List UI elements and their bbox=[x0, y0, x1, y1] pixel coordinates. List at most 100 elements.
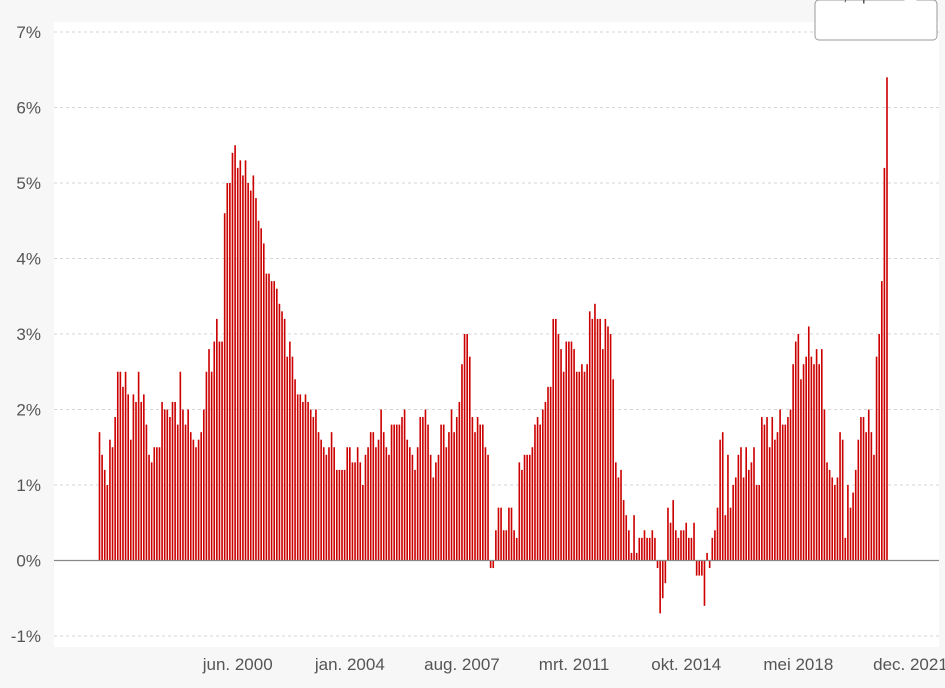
bar bbox=[630, 552, 633, 561]
bar bbox=[218, 341, 221, 561]
bar bbox=[145, 424, 148, 561]
tooltip-box bbox=[814, 0, 938, 41]
bar bbox=[106, 485, 109, 561]
bar bbox=[341, 469, 343, 561]
bar bbox=[570, 341, 573, 561]
x-tick-label: aug. 2007 bbox=[424, 655, 500, 674]
x-tick-label: mei 2018 bbox=[763, 655, 833, 674]
bar bbox=[440, 424, 442, 561]
bar bbox=[203, 409, 205, 561]
bar bbox=[526, 454, 528, 561]
bar bbox=[328, 447, 330, 561]
bar bbox=[479, 424, 482, 561]
bar bbox=[568, 341, 570, 561]
bar bbox=[685, 522, 688, 561]
bar bbox=[688, 537, 690, 561]
bar bbox=[870, 432, 873, 561]
bar bbox=[721, 432, 724, 561]
bar bbox=[458, 401, 461, 561]
bar bbox=[380, 409, 382, 561]
bar bbox=[528, 454, 531, 561]
bar bbox=[873, 454, 875, 561]
bar bbox=[813, 364, 815, 561]
bar bbox=[849, 507, 852, 561]
bar bbox=[429, 454, 432, 561]
bar bbox=[335, 469, 338, 561]
bar bbox=[171, 401, 174, 561]
bar bbox=[375, 447, 377, 561]
bar bbox=[695, 560, 698, 576]
bar bbox=[753, 447, 755, 561]
bar bbox=[312, 417, 315, 561]
bar bbox=[821, 349, 823, 561]
bar bbox=[153, 447, 156, 561]
bar bbox=[416, 447, 419, 561]
bar bbox=[270, 281, 273, 561]
bar bbox=[880, 281, 883, 561]
bar bbox=[648, 537, 651, 561]
x-tick-label: jan. 2004 bbox=[314, 655, 385, 674]
bar bbox=[169, 417, 171, 561]
bar bbox=[453, 432, 455, 561]
bar bbox=[216, 318, 218, 561]
bar bbox=[226, 183, 229, 561]
bar bbox=[625, 515, 628, 561]
bar bbox=[143, 394, 145, 561]
bar bbox=[664, 560, 667, 584]
bar bbox=[208, 349, 210, 561]
bar bbox=[463, 334, 466, 561]
bar bbox=[518, 462, 521, 561]
bar bbox=[411, 454, 414, 561]
bar bbox=[740, 447, 742, 561]
bar bbox=[596, 318, 599, 561]
bar bbox=[758, 485, 761, 561]
bar bbox=[255, 198, 257, 561]
bar bbox=[448, 432, 450, 561]
bar bbox=[187, 409, 189, 561]
bar bbox=[818, 364, 821, 561]
bar bbox=[732, 485, 734, 561]
bar bbox=[615, 462, 617, 561]
bar bbox=[781, 424, 784, 561]
bar bbox=[747, 469, 750, 561]
bar bbox=[745, 447, 747, 561]
bar bbox=[150, 462, 153, 561]
bar bbox=[247, 183, 249, 561]
bar bbox=[265, 273, 268, 561]
bar bbox=[140, 401, 143, 561]
y-tick-label: 5% bbox=[16, 174, 41, 193]
bar bbox=[304, 394, 307, 561]
bar bbox=[690, 537, 693, 561]
bar bbox=[831, 477, 834, 561]
bar bbox=[398, 424, 401, 561]
bar bbox=[680, 530, 682, 561]
bar bbox=[641, 537, 643, 561]
bar bbox=[364, 454, 367, 561]
bar bbox=[390, 424, 393, 561]
bar bbox=[761, 417, 763, 561]
bar bbox=[836, 477, 839, 561]
bar bbox=[802, 364, 805, 561]
bar bbox=[792, 364, 794, 561]
bar bbox=[513, 530, 515, 561]
bar bbox=[244, 160, 247, 561]
bar bbox=[111, 447, 114, 561]
bar bbox=[810, 356, 813, 561]
bar bbox=[719, 439, 721, 561]
y-tick-label: -1% bbox=[11, 627, 41, 646]
bar bbox=[604, 318, 607, 561]
bar bbox=[672, 500, 674, 561]
bar bbox=[711, 537, 714, 561]
bar bbox=[643, 530, 646, 561]
bar bbox=[200, 432, 203, 561]
bar bbox=[163, 409, 166, 561]
y-tick-label: 1% bbox=[16, 476, 41, 495]
bar bbox=[377, 439, 380, 561]
bar bbox=[677, 537, 680, 561]
bar bbox=[742, 477, 745, 561]
bar bbox=[667, 507, 669, 561]
bar bbox=[432, 477, 435, 561]
bar bbox=[148, 454, 150, 561]
bar bbox=[768, 447, 771, 561]
